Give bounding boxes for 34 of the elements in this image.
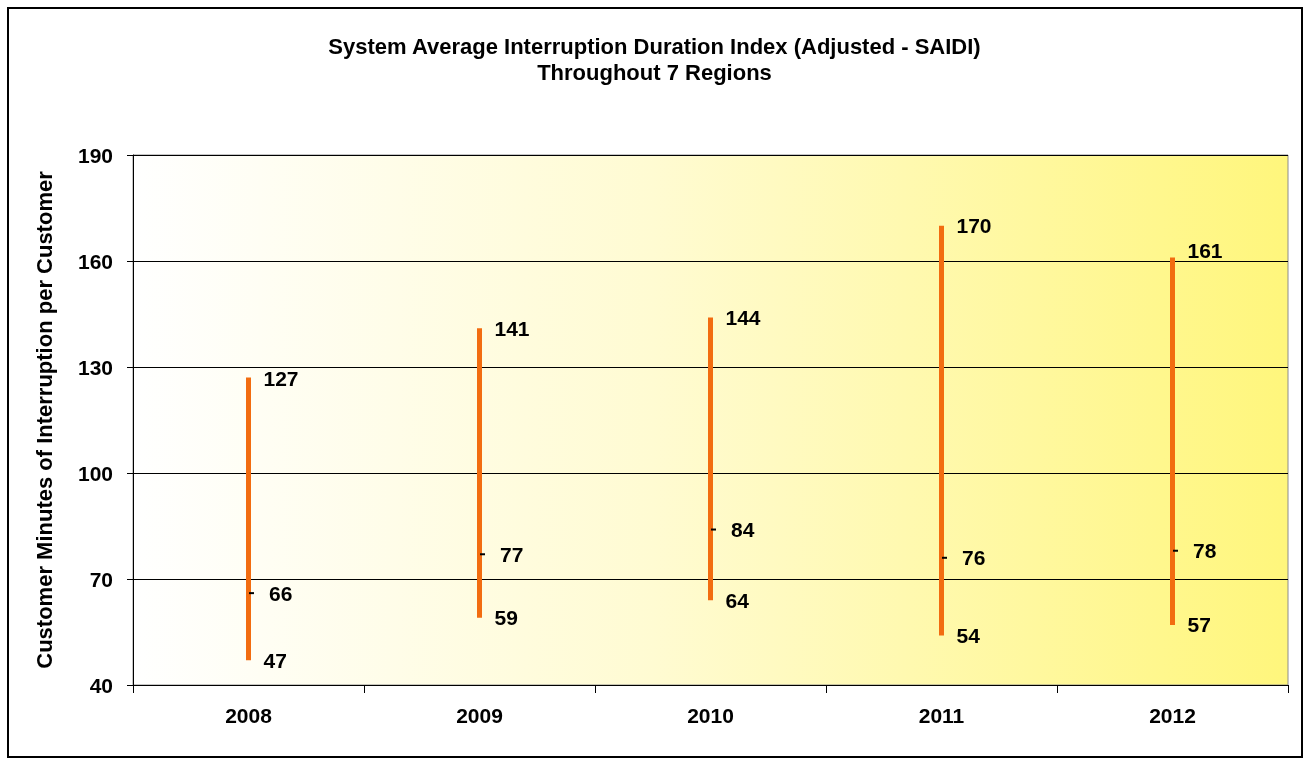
data-label: 144: [725, 306, 761, 330]
y-tick-label: 40: [89, 673, 113, 697]
data-label: 64: [725, 588, 750, 612]
y-tick-label: 130: [77, 355, 113, 379]
point: [249, 592, 254, 595]
y-tick-label: 100: [77, 461, 113, 485]
x-tick-label: 2008: [225, 704, 273, 727]
x-tick-label: 2010: [687, 704, 734, 727]
data-label: 54: [956, 624, 981, 648]
data-label: 141: [494, 316, 530, 340]
data-label: 66: [269, 581, 293, 605]
chart-subtitle: Throughout 7 Regions: [537, 59, 772, 85]
data-label: 76: [962, 546, 986, 570]
y-tick-label: 160: [77, 249, 113, 273]
y-tick-label: 190: [77, 143, 113, 167]
data-label: 59: [494, 606, 518, 630]
data-label: 170: [956, 214, 992, 238]
data-label: 57: [1187, 613, 1211, 637]
point: [711, 528, 716, 531]
data-label: 84: [731, 518, 755, 542]
point: [480, 553, 485, 556]
point: [942, 556, 947, 559]
data-label: 77: [500, 542, 524, 566]
y-axis-title: Customer Minutes of Interruption per Customer: [31, 170, 57, 669]
data-label: 78: [1193, 539, 1217, 563]
data-label: 127: [263, 366, 299, 390]
data-label: 161: [1187, 238, 1223, 262]
x-tick-label: 2011: [918, 704, 965, 727]
x-tick-label: 2009: [456, 704, 503, 727]
x-tick-label: 2012: [1149, 704, 1196, 727]
data-label: 47: [263, 648, 287, 672]
y-tick-label: 70: [89, 567, 113, 591]
point: [1173, 549, 1178, 552]
chart-title: System Average Interruption Duration Index (Adjusted - SAIDI): [328, 33, 981, 59]
